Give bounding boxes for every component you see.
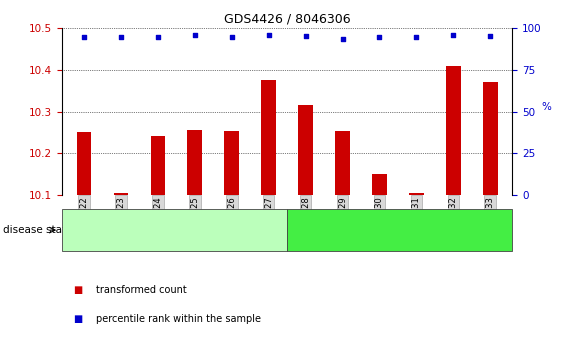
Bar	[77, 132, 91, 195]
Bar	[62, 209, 287, 251]
Bar	[335, 131, 350, 195]
Point	[117, 34, 126, 39]
Bar	[446, 66, 461, 195]
Point	[412, 34, 421, 39]
Point	[190, 32, 199, 38]
Bar	[483, 81, 498, 195]
Bar	[298, 105, 313, 195]
Point	[264, 32, 273, 38]
Point	[338, 36, 347, 41]
Text: epidermolysis bullosa simplex: epidermolysis bullosa simplex	[316, 225, 484, 235]
Bar	[187, 130, 202, 195]
Point	[301, 33, 310, 39]
Point	[79, 34, 88, 39]
Text: disease state: disease state	[3, 225, 72, 235]
Text: transformed count: transformed count	[96, 285, 186, 295]
Bar	[287, 209, 512, 251]
Bar	[150, 136, 166, 195]
Point	[486, 33, 495, 39]
Text: percentile rank within the sample: percentile rank within the sample	[96, 314, 261, 324]
Point	[227, 34, 236, 39]
Point	[375, 34, 384, 39]
Point	[449, 32, 458, 38]
Title: GDS4426 / 8046306: GDS4426 / 8046306	[224, 13, 350, 26]
Text: ■: ■	[73, 285, 82, 295]
Y-axis label: %: %	[541, 102, 551, 112]
Bar	[372, 174, 387, 195]
Text: control: control	[155, 225, 194, 235]
Bar	[225, 131, 239, 195]
Bar	[409, 193, 424, 195]
Bar	[261, 80, 276, 195]
Bar	[114, 193, 128, 195]
Text: ■: ■	[73, 314, 82, 324]
Point	[153, 34, 162, 39]
